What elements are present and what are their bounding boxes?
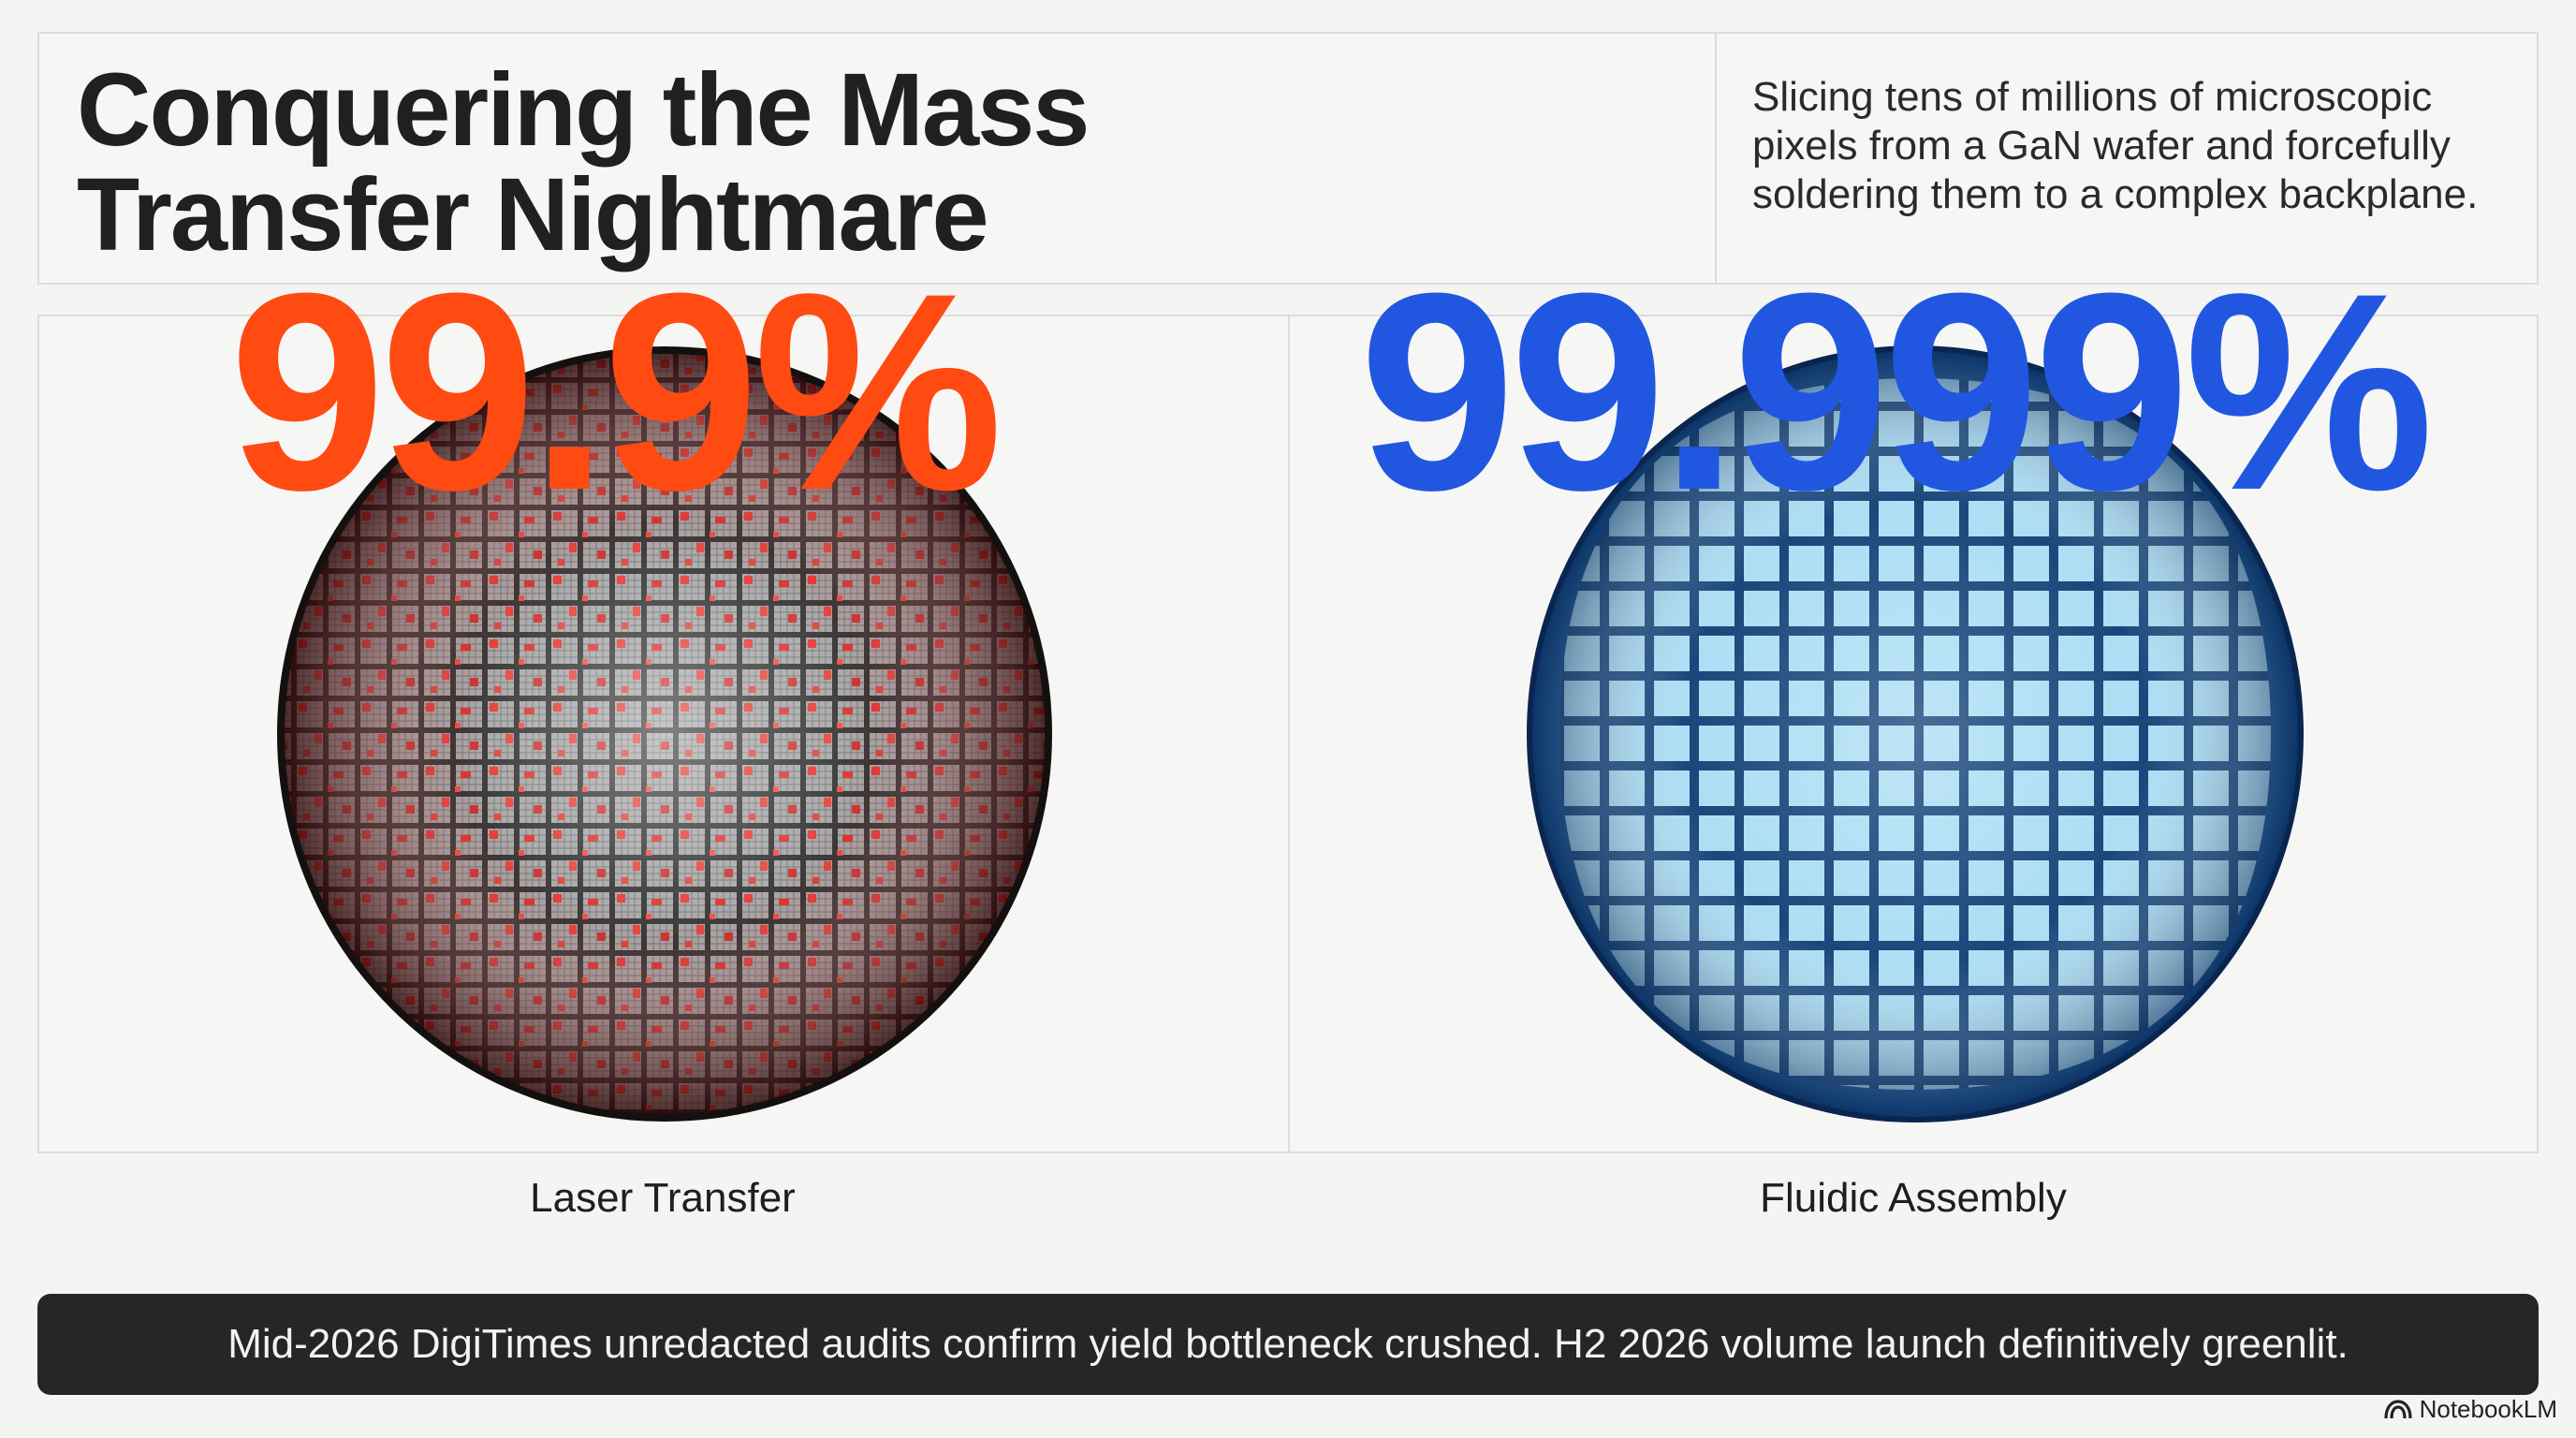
brand-name: NotebookLM (2419, 1395, 2557, 1423)
page-subtitle: Slicing tens of millions of microscopic … (1752, 74, 2479, 217)
page-title: Conquering the Mass Transfer Nightmare (77, 52, 1090, 272)
fluidic-wafer-image (1527, 345, 2304, 1123)
conclusion-text: Mid-2026 DigiTimes unredacted audits con… (227, 1321, 2349, 1367)
brand-watermark: NotebookLM (2383, 1395, 2557, 1424)
laser-transfer-yield-value: 99.9% (229, 234, 1003, 549)
fluidic-assembly-yield-value: 99.999% (1359, 234, 2434, 549)
title-line-1: Conquering the Mass (77, 52, 1090, 168)
laser-transfer-label: Laser Transfer (530, 1175, 796, 1221)
fluidic-assembly-label: Fluidic Assembly (1760, 1175, 2067, 1221)
header-card: Conquering the Mass Transfer Nightmare S… (37, 32, 2539, 285)
notebooklm-logo-icon (2383, 1399, 2412, 1418)
fluidic-assembly-panel (1288, 315, 2539, 1153)
title-line-2: Transfer Nightmare (77, 157, 989, 272)
laser-transfer-panel (37, 315, 1290, 1153)
laser-wafer-image (277, 346, 1052, 1122)
conclusion-banner: Mid-2026 DigiTimes unredacted audits con… (37, 1294, 2539, 1395)
header-divider (1715, 34, 1717, 283)
